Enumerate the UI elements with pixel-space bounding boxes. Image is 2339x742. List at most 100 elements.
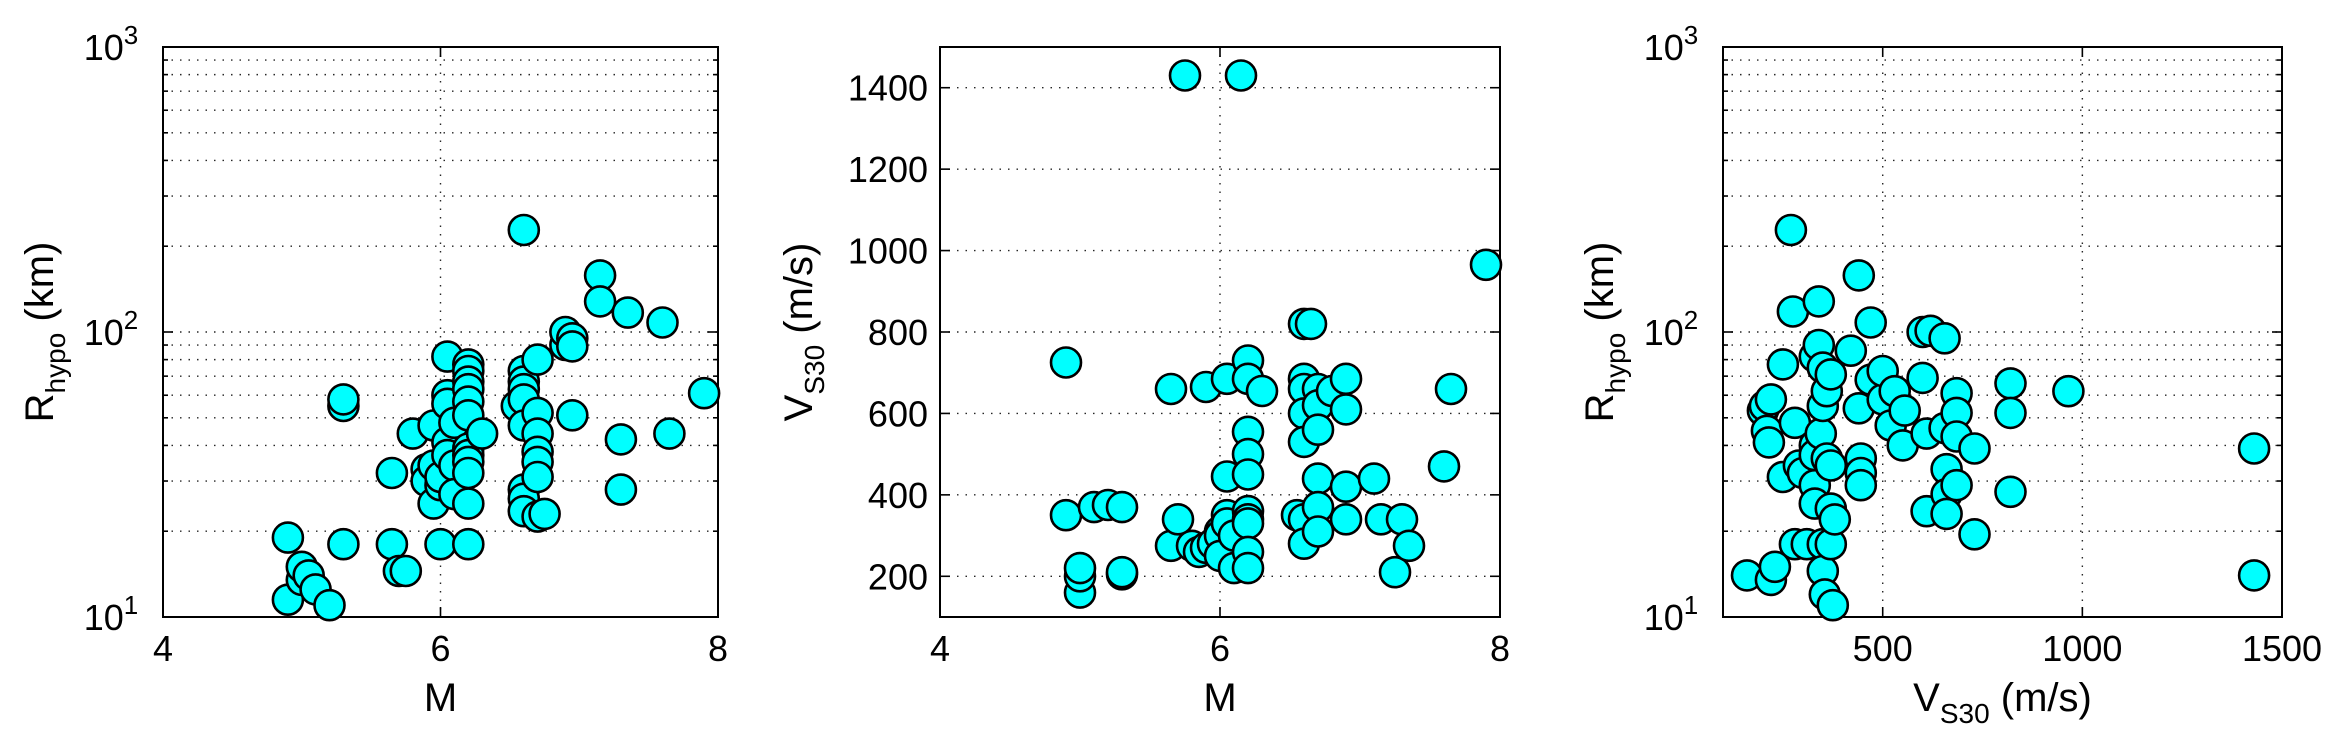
x-axis-label-main: V: [1913, 676, 1940, 720]
x-axis-label-subscript: S30: [1940, 698, 1990, 729]
data-point: [1329, 502, 1363, 536]
data-point: [653, 417, 686, 450]
data-point: [1301, 413, 1335, 447]
x-tick-label: 500: [1853, 628, 1913, 669]
data-point: [528, 497, 561, 531]
data-point: [521, 460, 554, 494]
data-point: [555, 330, 589, 363]
y-axis-label-unit: (km): [18, 242, 62, 333]
x-axis-label: VS30 (m/s): [1913, 676, 2092, 729]
x-tick-label: 4: [153, 628, 173, 669]
data-point: [1154, 372, 1188, 406]
data-point: [1958, 517, 1991, 551]
grid: [163, 47, 718, 617]
data-point: [1774, 213, 1808, 247]
data-point: [1766, 348, 1800, 381]
x-tick-label: 6: [1210, 628, 1230, 669]
data-point: [1105, 555, 1139, 589]
y-tick-label: 102: [84, 305, 139, 353]
y-axis-label-subscript: S30: [799, 345, 830, 395]
y-tick-label: 102: [1644, 305, 1699, 353]
data-point: [2237, 559, 2271, 592]
y-axis-label-unit: (m/s): [777, 243, 821, 345]
y-tick-base: 10: [1644, 27, 1684, 68]
data-point: [1928, 321, 1961, 355]
y-tick-exponent: 3: [124, 20, 138, 50]
y-tick-exponent: 2: [124, 305, 138, 335]
data-points: [1049, 59, 1503, 609]
data-point: [1385, 502, 1419, 536]
data-point: [1301, 462, 1335, 495]
data-point: [1802, 285, 1836, 318]
y-axis-label-unit: (km): [1578, 242, 1622, 333]
y-axis-label: VS30 (m/s): [777, 243, 830, 422]
data-point: [1063, 551, 1097, 585]
data-point: [583, 285, 617, 318]
data-point: [424, 527, 457, 561]
data-point: [313, 588, 346, 622]
data-point: [1814, 449, 1848, 482]
data-point: [1168, 59, 1202, 92]
data-point: [465, 417, 499, 450]
data-points: [271, 213, 721, 622]
data-point: [1834, 334, 1868, 368]
data-point: [604, 423, 638, 456]
data-point: [1231, 507, 1265, 540]
y-tick-label: 103: [84, 20, 139, 68]
data-point: [1434, 372, 1468, 406]
y-axis-label-subscript: hypo: [40, 333, 71, 394]
data-point: [687, 376, 721, 410]
data-point: [2052, 374, 2085, 408]
data-point: [1294, 307, 1328, 341]
y-axis-label-main: R: [1578, 393, 1622, 422]
data-point: [327, 527, 360, 561]
data-point: [646, 306, 679, 339]
x-axis-label: M: [424, 676, 457, 720]
y-tick-base: 10: [84, 27, 124, 68]
data-point: [389, 554, 423, 588]
data-point: [521, 343, 554, 376]
data-point: [1245, 374, 1279, 408]
data-point: [1958, 432, 1991, 465]
data-point: [375, 456, 409, 490]
data-point: [1816, 588, 1850, 622]
data-point: [1392, 529, 1426, 563]
data-point: [1049, 498, 1083, 532]
data-point: [1161, 502, 1195, 536]
data-points: [1730, 213, 2271, 622]
data-point: [451, 456, 485, 490]
y-tick-exponent: 1: [124, 590, 138, 620]
x-tick-label: 4: [930, 628, 950, 669]
data-point: [1224, 59, 1258, 92]
y-tick-exponent: 1: [1684, 590, 1698, 620]
data-point: [1758, 550, 1792, 584]
panel-vs30-vs-m: 4 6 8 200 400 600 800 1000 1200 1400 M VS30 (m/s): [777, 46, 1510, 720]
data-point: [1854, 306, 1887, 339]
data-point: [1329, 362, 1363, 396]
y-tick-base: 10: [84, 312, 124, 353]
data-point: [1842, 259, 1876, 292]
y-tick-label: 600: [868, 393, 928, 434]
y-tick-label: 101: [1644, 590, 1699, 638]
x-tick-label: 8: [1490, 628, 1510, 669]
data-point: [1329, 393, 1363, 426]
data-point: [1888, 394, 1921, 427]
data-point: [1378, 555, 1412, 589]
data-point: [1994, 367, 2027, 400]
y-tick-exponent: 3: [1684, 20, 1698, 50]
data-point: [271, 521, 305, 554]
data-point: [375, 527, 409, 561]
axes-frame: [939, 46, 1501, 618]
x-tick-label: 6: [430, 628, 450, 669]
data-point: [1427, 450, 1461, 483]
grid: [940, 47, 1500, 617]
data-point: [1231, 551, 1265, 585]
x-axis-label-unit: (m/s): [1990, 676, 2092, 720]
grid: [1723, 47, 2282, 617]
y-tick-base: 10: [1644, 312, 1684, 353]
data-point: [1930, 497, 1963, 531]
data-point: [1357, 462, 1391, 495]
